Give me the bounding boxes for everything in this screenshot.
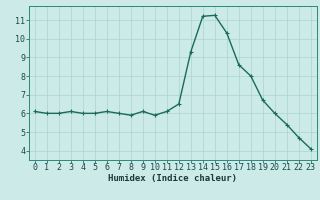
X-axis label: Humidex (Indice chaleur): Humidex (Indice chaleur) bbox=[108, 174, 237, 183]
